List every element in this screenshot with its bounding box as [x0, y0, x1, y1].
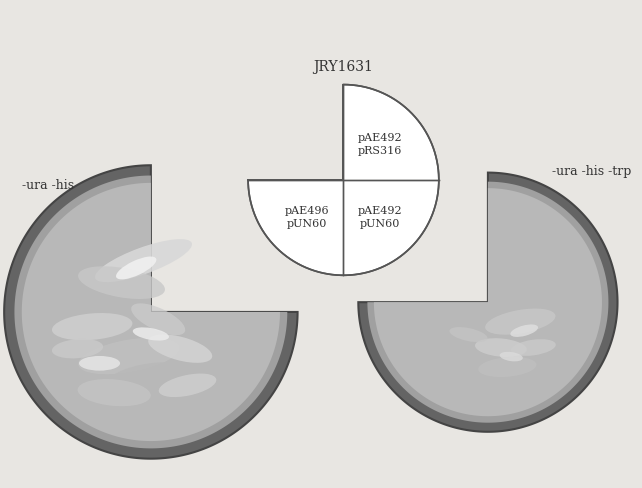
Polygon shape	[343, 85, 439, 181]
Ellipse shape	[510, 325, 538, 337]
Polygon shape	[358, 173, 618, 432]
Polygon shape	[4, 166, 298, 459]
Ellipse shape	[52, 339, 103, 359]
Ellipse shape	[475, 339, 526, 357]
Ellipse shape	[78, 379, 151, 407]
Ellipse shape	[95, 240, 192, 283]
Text: -ura -his: -ura -his	[22, 179, 74, 192]
Text: -ura -his -trp: -ura -his -trp	[552, 164, 631, 178]
Polygon shape	[367, 183, 609, 423]
Ellipse shape	[78, 338, 180, 374]
Polygon shape	[374, 189, 602, 416]
Ellipse shape	[78, 267, 165, 299]
Ellipse shape	[485, 309, 555, 335]
Ellipse shape	[499, 352, 523, 362]
Ellipse shape	[116, 257, 157, 280]
Ellipse shape	[79, 356, 120, 371]
Text: pAE496
pUN60: pAE496 pUN60	[285, 205, 329, 228]
Text: pAE492
pRS316: pAE492 pRS316	[358, 133, 402, 156]
Ellipse shape	[478, 357, 537, 377]
Ellipse shape	[159, 374, 216, 397]
Ellipse shape	[148, 335, 213, 363]
Ellipse shape	[52, 313, 132, 341]
Ellipse shape	[511, 340, 556, 356]
Ellipse shape	[131, 304, 185, 336]
Polygon shape	[248, 181, 343, 276]
Polygon shape	[14, 176, 288, 448]
Ellipse shape	[133, 328, 169, 341]
Ellipse shape	[449, 327, 487, 343]
Ellipse shape	[107, 363, 195, 394]
Polygon shape	[22, 183, 280, 441]
Polygon shape	[343, 181, 439, 276]
Text: pAE492
pUN60: pAE492 pUN60	[358, 205, 402, 228]
Text: JRY1631: JRY1631	[313, 60, 374, 73]
